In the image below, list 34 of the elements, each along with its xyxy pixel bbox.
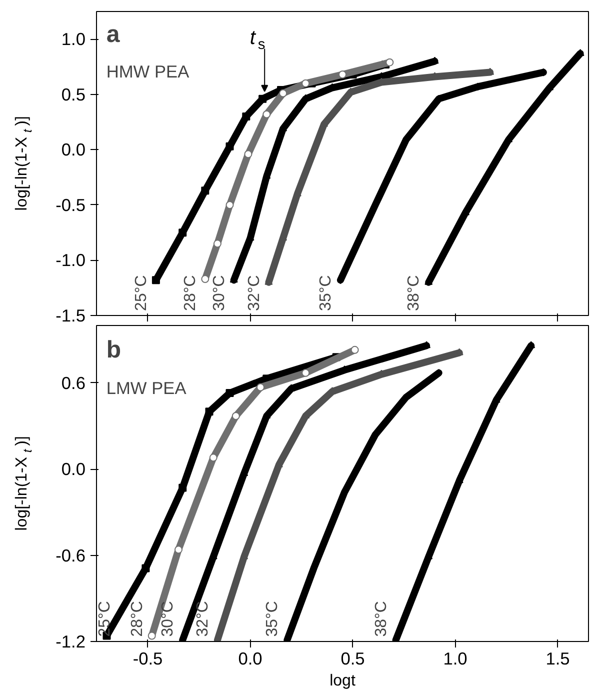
text: 25°C — [133, 275, 150, 311]
text: 35°C — [264, 601, 282, 637]
x-tick-label: 1.0 — [443, 648, 468, 668]
text: 32°C — [194, 601, 212, 637]
x-tick-label: 0.0 — [238, 648, 262, 668]
text: 28°C — [182, 275, 200, 311]
x-tick-label: 0.5 — [340, 648, 365, 668]
text: 35°C — [318, 275, 335, 311]
y-tick-label: -1.0 — [56, 250, 86, 270]
x-axis-title: logt — [330, 672, 356, 690]
y-tick-label: -0.5 — [56, 194, 86, 215]
text: 30°C — [210, 275, 228, 311]
text: 32°C — [246, 275, 263, 311]
text: 38°C — [406, 275, 423, 311]
y-axis-title: log[-ln(1-Xt)] — [14, 116, 34, 211]
text: 25°C — [96, 601, 114, 637]
annotation: LMW PEA — [106, 378, 187, 398]
y-tick-label: -1.5 — [56, 306, 86, 326]
x-tick-label: 1.5 — [546, 648, 570, 668]
annotation: HMW PEA — [106, 61, 190, 82]
y-tick-label: 0.6 — [61, 372, 86, 393]
y-tick-label: 1.0 — [61, 29, 86, 50]
annotation: a — [106, 20, 120, 48]
text: 38°C — [372, 601, 390, 637]
y-axis-title: log[-ln(1-Xt)] — [14, 436, 34, 531]
annotation: b — [106, 336, 122, 364]
y-tick-label: -1.2 — [56, 632, 86, 652]
y-tick-label: -0.6 — [56, 545, 86, 566]
text: 30°C — [160, 601, 177, 637]
y-tick-label: 0.5 — [61, 84, 86, 104]
y-tick-label: 0.0 — [61, 459, 86, 480]
y-tick-label: 0.0 — [61, 140, 86, 160]
x-tick-label: -0.5 — [132, 648, 163, 668]
text: 28°C — [128, 601, 146, 637]
